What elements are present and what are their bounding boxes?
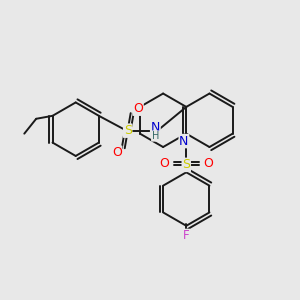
Text: S: S — [182, 158, 190, 171]
Text: F: F — [183, 230, 190, 242]
Text: O: O — [112, 146, 122, 159]
Text: O: O — [133, 102, 143, 115]
Text: N: N — [179, 135, 189, 148]
Text: O: O — [160, 157, 170, 170]
Text: O: O — [203, 157, 213, 170]
Text: H: H — [152, 131, 159, 141]
Text: N: N — [151, 121, 160, 134]
Text: S: S — [124, 124, 132, 137]
